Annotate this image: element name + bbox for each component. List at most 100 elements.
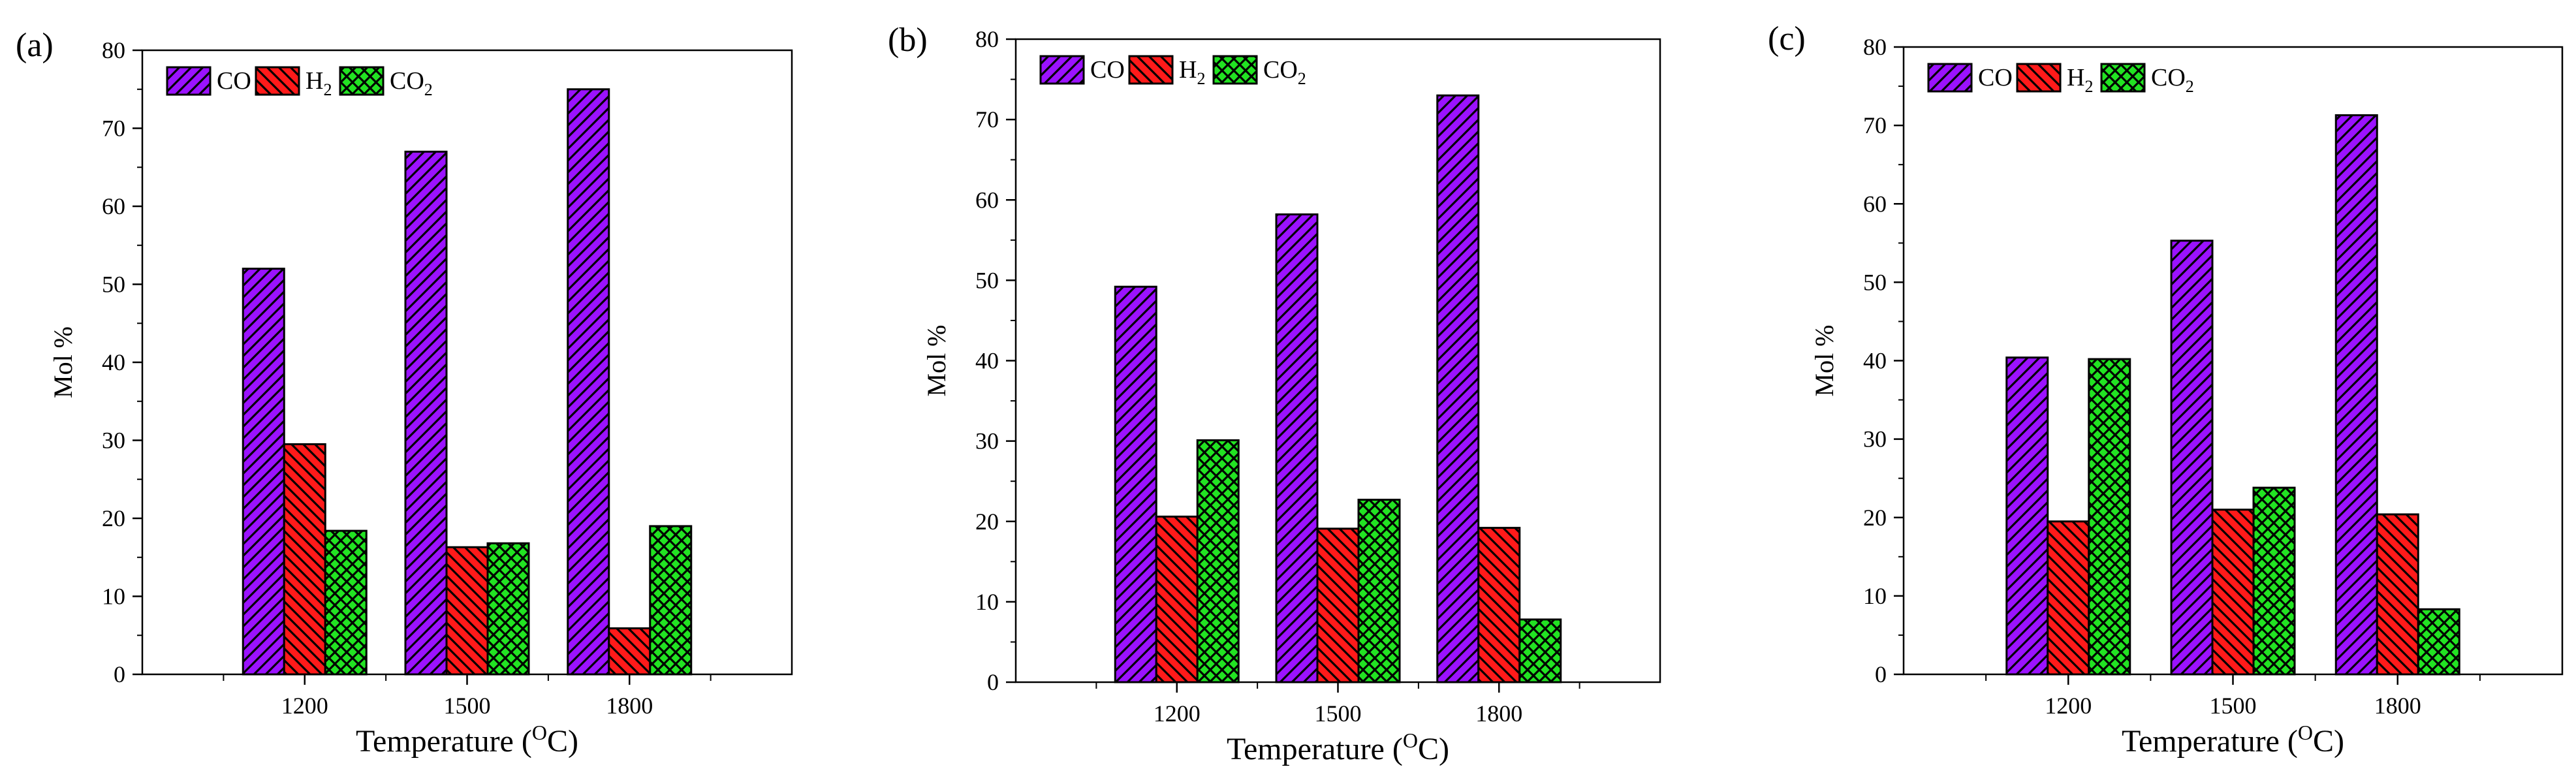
bar-co2-1500 (1357, 499, 1401, 683)
x-axis-label-text: Temperature (2122, 724, 2280, 759)
bar-h2-1200 (1155, 515, 1199, 683)
x-tick-label: 1200 (281, 693, 328, 719)
legend-swatch-h2 (2016, 63, 2062, 93)
y-tick-label: 60 (1863, 191, 1887, 217)
x-axis-label: Temperature (OC) (356, 721, 578, 759)
y-axis-label: Mol % (48, 326, 78, 398)
x-axis-label-text: Temperature (1227, 732, 1385, 766)
bar-co-1800 (2334, 114, 2378, 676)
legend-swatch-h2 (255, 66, 300, 96)
y-tick-label: 50 (975, 267, 999, 293)
x-axis-label-unit: C) (547, 724, 578, 759)
y-tick-label: 70 (975, 106, 999, 133)
legend-label-text: H (306, 67, 323, 95)
y-axis-label: Mol % (1810, 325, 1839, 397)
y-tick-label: 10 (1863, 583, 1887, 609)
y-tick-label: 20 (975, 509, 999, 535)
bar-co-1500 (404, 150, 448, 676)
y-tick-label: 40 (975, 348, 999, 374)
bar-h2-1200 (283, 443, 326, 676)
x-axis-label-degree: O (532, 721, 547, 744)
x-tick-label: 1500 (2210, 693, 2257, 719)
legend-label-h2: H2 (306, 67, 332, 99)
legend-swatch-h2 (1128, 55, 1174, 85)
bar-h2-1800 (1477, 527, 1521, 683)
legend-label-subscript: 2 (2186, 77, 2194, 96)
legend-label-subscript: 2 (1298, 69, 1306, 88)
x-tick-label: 1200 (2045, 693, 2092, 719)
legend-label-subscript: 2 (424, 80, 433, 99)
y-tick-label: 30 (102, 428, 125, 454)
bar-co-1800 (567, 88, 610, 676)
legend-label-co: CO (1090, 56, 1125, 84)
x-axis-label-unit: C) (2313, 724, 2344, 759)
bar-co-1500 (1275, 213, 1319, 683)
bar-h2-1200 (2047, 520, 2090, 676)
legend-swatch-co2 (339, 66, 385, 96)
x-axis-label-degree: O (1403, 729, 1418, 752)
x-tick-label: 1800 (606, 693, 653, 719)
bar-co2-1500 (2252, 486, 2296, 676)
bar-co2-1200 (2088, 358, 2131, 676)
x-tick-label: 1800 (2374, 693, 2421, 719)
legend-label-subscript: 2 (323, 80, 332, 99)
legend-label-co2: CO2 (390, 67, 433, 99)
x-axis-label-open: ( (522, 724, 532, 759)
legend-label-text: CO (217, 67, 251, 95)
chart-panel-a: (a) 0 10 20 30 40 50 60 70 80 Mol % 1200 1500 1800 Tem… (16, 27, 793, 759)
y-tick-label: 80 (102, 37, 125, 63)
x-axis-label-open: ( (1392, 732, 1403, 766)
chart-panel-b: (b) 0 10 20 30 40 50 60 70 80 Mol % 1200 1500 1800 Tem… (888, 22, 1661, 766)
legend-label-co2: CO2 (1263, 56, 1306, 88)
x-tick-label: 1500 (1315, 700, 1362, 727)
legend-swatch-co (1039, 55, 1085, 85)
x-axis-label-text: Temperature (356, 724, 514, 759)
legend-swatch-co (1927, 63, 1973, 93)
panel-label: (c) (1768, 20, 1806, 57)
legend-label-text: CO (390, 67, 424, 95)
x-tick-label: 1800 (1475, 700, 1522, 727)
y-tick-label: 40 (1863, 348, 1887, 374)
legend-label-text: CO (1978, 64, 2013, 91)
legend-label-text: CO (2151, 64, 2186, 91)
legend-label-co2: CO2 (2151, 64, 2194, 96)
x-axis-label: Temperature (OC) (2122, 721, 2344, 759)
bar-h2-1500 (445, 546, 489, 676)
x-axis-label-unit: C) (1418, 732, 1449, 766)
legend-label-text: CO (1090, 56, 1125, 84)
bar-co2-1200 (324, 529, 368, 676)
legend-label-h2: H2 (2067, 64, 2093, 96)
panel-label: (a) (16, 27, 54, 64)
y-tick-label: 0 (987, 669, 999, 695)
legend: CO H2 CO2 (1039, 55, 1306, 88)
legend-label-text: CO (1263, 56, 1298, 84)
bar-h2-1800 (608, 627, 652, 676)
bar-h2-1500 (1316, 527, 1360, 683)
y-tick-label: 20 (1863, 505, 1887, 531)
bar-co2-1800 (2417, 608, 2460, 676)
bar-h2-1500 (2211, 509, 2255, 676)
panel-label: (b) (888, 22, 928, 59)
bar-co2-1800 (649, 525, 693, 676)
y-tick-label: 30 (975, 428, 999, 454)
x-tick-label: 1500 (444, 693, 491, 719)
x-axis-label-degree: O (2298, 721, 2313, 744)
y-axis-label: Mol % (922, 325, 951, 397)
y-tick-label: 50 (1863, 269, 1887, 295)
y-tick-label: 0 (114, 661, 125, 687)
y-tick-label: 70 (102, 116, 125, 142)
y-tick-label: 10 (975, 589, 999, 615)
bar-co2-1500 (486, 542, 530, 676)
bar-h2-1800 (2376, 513, 2419, 676)
legend-label-text: H (1179, 56, 1197, 84)
y-tick-label: 20 (102, 505, 125, 531)
legend-label-h2: H2 (1179, 56, 1205, 88)
legend-swatch-co2 (1212, 55, 1258, 85)
y-tick-label: 50 (102, 272, 125, 298)
y-tick-label: 60 (102, 193, 125, 219)
legend-label-subscript: 2 (2084, 77, 2093, 96)
x-axis-label-open: ( (2287, 724, 2298, 759)
legend-swatch-co2 (2100, 63, 2146, 93)
y-tick-label: 70 (1863, 112, 1887, 138)
